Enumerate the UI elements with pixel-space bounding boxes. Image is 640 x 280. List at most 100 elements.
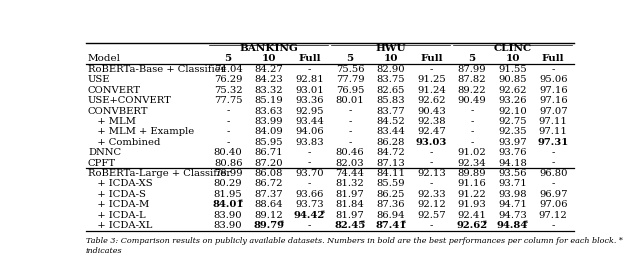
Text: 97.06: 97.06: [539, 200, 568, 209]
Text: 80.29: 80.29: [214, 179, 243, 188]
Text: 97.12: 97.12: [539, 211, 568, 220]
Text: Model: Model: [88, 54, 121, 64]
Text: 87.37: 87.37: [255, 190, 283, 199]
Text: 90.43: 90.43: [417, 106, 445, 116]
Text: 97.11: 97.11: [539, 127, 568, 136]
Text: 78.99: 78.99: [214, 169, 243, 178]
Text: 93.56: 93.56: [499, 169, 527, 178]
Text: 10: 10: [506, 54, 520, 64]
Text: 76.95: 76.95: [336, 86, 364, 95]
Text: 86.72: 86.72: [255, 179, 283, 188]
Text: -: -: [227, 138, 230, 147]
Text: 76.29: 76.29: [214, 75, 243, 84]
Text: 84.11: 84.11: [376, 169, 405, 178]
Text: 93.70: 93.70: [295, 169, 324, 178]
Text: -: -: [227, 117, 230, 126]
Text: -: -: [348, 117, 352, 126]
Text: 5: 5: [225, 54, 232, 64]
Text: 83.63: 83.63: [255, 106, 283, 116]
Text: -: -: [552, 159, 555, 168]
Text: *: *: [321, 208, 324, 216]
Text: 80.86: 80.86: [214, 159, 243, 168]
Text: 92.62: 92.62: [456, 221, 488, 230]
Text: 97.11: 97.11: [539, 117, 568, 126]
Text: 92.10: 92.10: [498, 106, 527, 116]
Text: Full: Full: [420, 54, 443, 64]
Text: USE: USE: [88, 75, 111, 84]
Text: USE+CONVERT: USE+CONVERT: [88, 96, 172, 105]
Text: 92.34: 92.34: [458, 159, 486, 168]
Text: -: -: [429, 221, 433, 230]
Text: + Combined: + Combined: [88, 138, 160, 147]
Text: 83.90: 83.90: [214, 221, 243, 230]
Text: CPFT: CPFT: [88, 159, 116, 168]
Text: -: -: [308, 221, 311, 230]
Text: 74.44: 74.44: [335, 169, 365, 178]
Text: 86.71: 86.71: [255, 148, 283, 157]
Text: -: -: [348, 127, 352, 136]
Text: + ICDA-L: + ICDA-L: [88, 211, 145, 220]
Text: CONVERT: CONVERT: [88, 86, 141, 95]
Text: 85.59: 85.59: [376, 179, 405, 188]
Text: 92.41: 92.41: [458, 211, 486, 220]
Text: -: -: [308, 159, 311, 168]
Text: 83.99: 83.99: [255, 117, 283, 126]
Text: 94.06: 94.06: [295, 127, 324, 136]
Text: -: -: [227, 127, 230, 136]
Text: 92.35: 92.35: [499, 127, 527, 136]
Text: 75.32: 75.32: [214, 86, 243, 95]
Text: 94.71: 94.71: [498, 200, 527, 209]
Text: 94.73: 94.73: [498, 211, 527, 220]
Text: 87.20: 87.20: [255, 159, 283, 168]
Text: 89.12: 89.12: [255, 211, 283, 220]
Text: 86.94: 86.94: [376, 211, 405, 220]
Text: + ICDA-XS: + ICDA-XS: [88, 179, 152, 188]
Text: BANKING: BANKING: [239, 44, 298, 53]
Text: -: -: [429, 65, 433, 74]
Text: 92.12: 92.12: [417, 200, 445, 209]
Text: 92.38: 92.38: [417, 117, 445, 126]
Text: + ICDA-S: + ICDA-S: [88, 190, 146, 199]
Text: 87.82: 87.82: [458, 75, 486, 84]
Text: 92.13: 92.13: [417, 169, 445, 178]
Text: -: -: [552, 65, 555, 74]
Text: 80.40: 80.40: [214, 148, 243, 157]
Text: 77.79: 77.79: [336, 75, 364, 84]
Text: *: *: [483, 219, 487, 227]
Text: -: -: [227, 106, 230, 116]
Text: 89.22: 89.22: [458, 86, 486, 95]
Text: 82.03: 82.03: [336, 159, 364, 168]
Text: 82.45: 82.45: [335, 221, 365, 230]
Text: 93.03: 93.03: [415, 138, 447, 147]
Text: -: -: [470, 127, 474, 136]
Text: 91.22: 91.22: [458, 190, 486, 199]
Text: -: -: [552, 148, 555, 157]
Text: 97.16: 97.16: [539, 96, 568, 105]
Text: 82.65: 82.65: [376, 86, 405, 95]
Text: 84.52: 84.52: [376, 117, 405, 126]
Text: 91.16: 91.16: [458, 179, 486, 188]
Text: Full: Full: [298, 54, 321, 64]
Text: -: -: [308, 65, 311, 74]
Text: 85.95: 85.95: [255, 138, 283, 147]
Text: 96.80: 96.80: [539, 169, 568, 178]
Text: -: -: [470, 106, 474, 116]
Text: 10: 10: [262, 54, 276, 64]
Text: 92.81: 92.81: [295, 75, 324, 84]
Text: 85.19: 85.19: [255, 96, 283, 105]
Text: *: *: [524, 219, 527, 227]
Text: 86.25: 86.25: [376, 190, 405, 199]
Text: 83.77: 83.77: [376, 106, 405, 116]
Text: 92.62: 92.62: [499, 86, 527, 95]
Text: -: -: [552, 179, 555, 188]
Text: 94.84: 94.84: [497, 221, 528, 230]
Text: 92.62: 92.62: [417, 96, 445, 105]
Text: -: -: [308, 148, 311, 157]
Text: 75.56: 75.56: [336, 65, 364, 74]
Text: 84.01: 84.01: [212, 200, 244, 209]
Text: 92.95: 92.95: [295, 106, 324, 116]
Text: 93.83: 93.83: [295, 138, 324, 147]
Text: -: -: [470, 138, 474, 147]
Text: 89.89: 89.89: [458, 169, 486, 178]
Text: 77.75: 77.75: [214, 96, 243, 105]
